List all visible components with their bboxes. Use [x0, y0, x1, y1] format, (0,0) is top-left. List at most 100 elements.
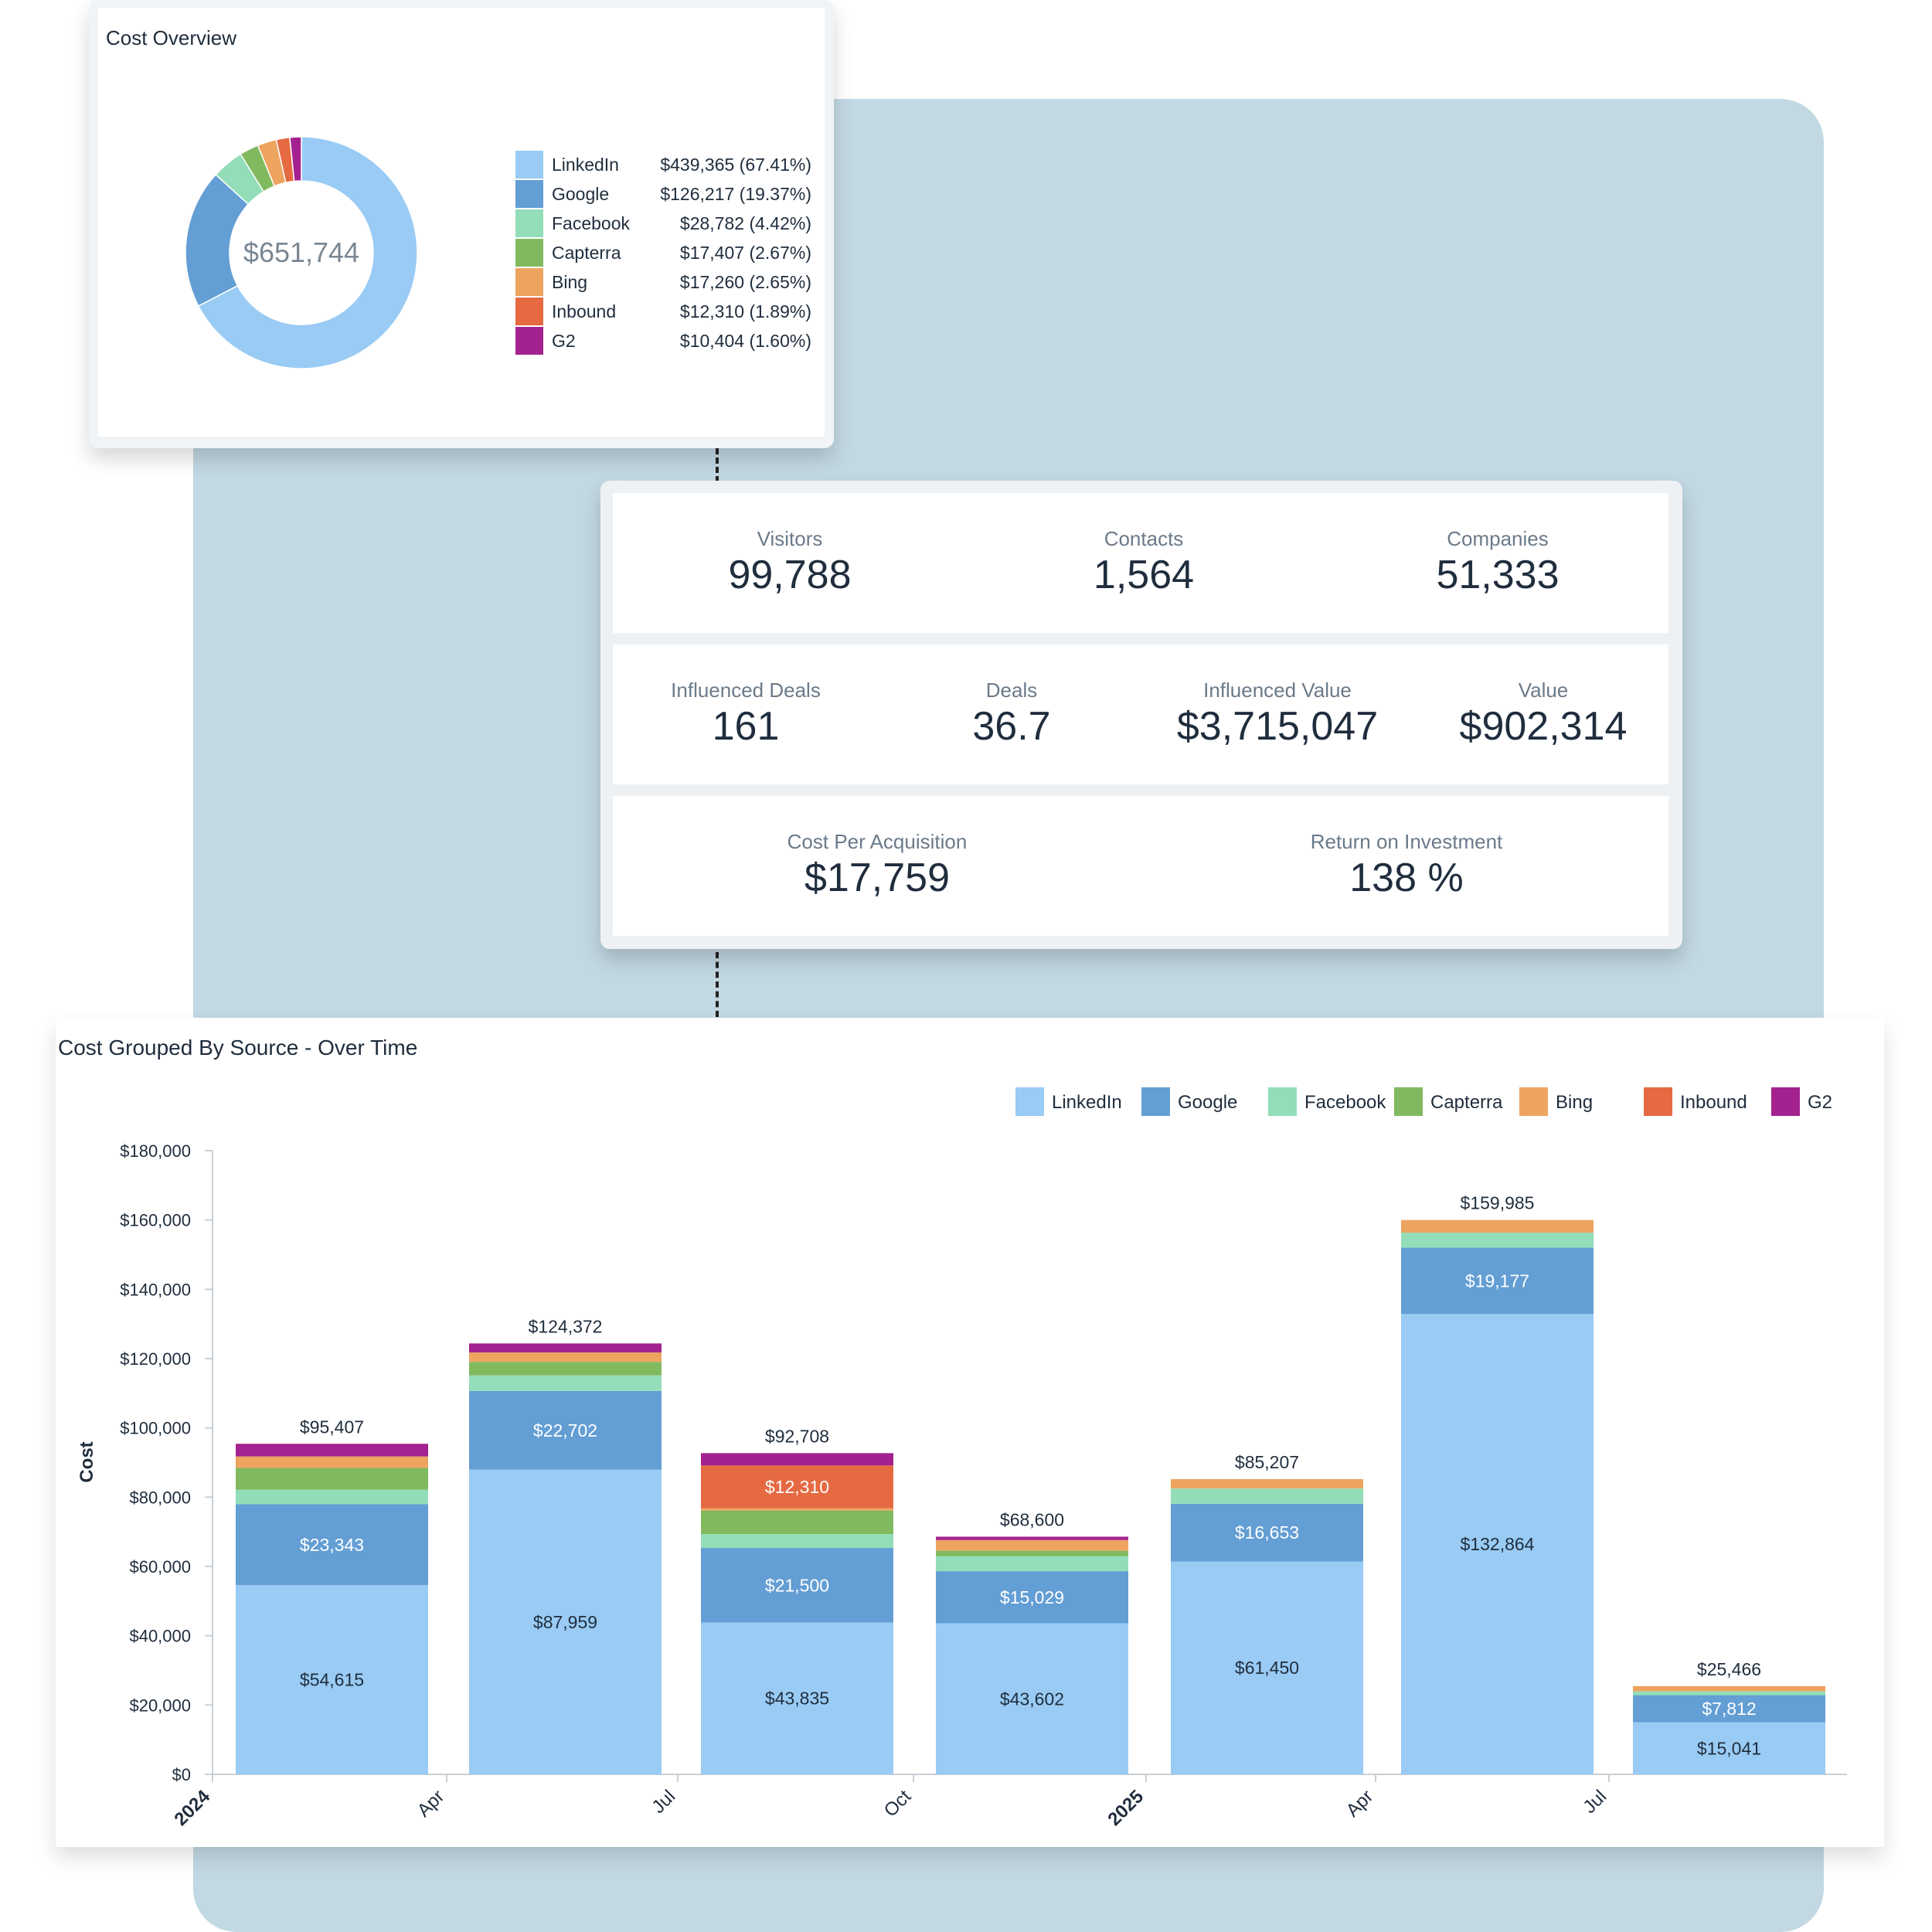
chart-legend-item-google[interactable]: Google: [1141, 1087, 1237, 1116]
bar-segment-label: $21,500: [765, 1575, 829, 1595]
legend-swatch: [515, 209, 543, 237]
y-tick-label: $40,000: [129, 1627, 191, 1646]
donut-slice-linkedin[interactable]: [197, 136, 418, 369]
cost-overview-title: Cost Overview: [106, 26, 237, 49]
bar-segment-g2[interactable]: [236, 1444, 428, 1457]
bar-segment-label: $15,029: [1000, 1587, 1064, 1607]
y-tick-label: $120,000: [120, 1349, 191, 1369]
cost-donut-chart[interactable]: [178, 129, 433, 384]
bar-segment-bing[interactable]: [1401, 1219, 1594, 1233]
bar-segment-facebook[interactable]: [1171, 1488, 1363, 1504]
legend-item-google[interactable]: Google $126,217 (19.37%): [515, 179, 811, 209]
bar-segment-capterra[interactable]: [236, 1468, 428, 1490]
bar-segment-bing[interactable]: [236, 1456, 428, 1468]
bar-segment-bing[interactable]: [469, 1352, 662, 1362]
bar-segment-facebook[interactable]: [1401, 1233, 1594, 1248]
legend-item-inbound[interactable]: Inbound $12,310 (1.89%): [515, 297, 811, 326]
legend-item-facebook[interactable]: Facebook $28,782 (4.42%): [515, 209, 811, 238]
bar-segment-g2[interactable]: [936, 1536, 1128, 1540]
bar-segment-inbound[interactable]: [701, 1465, 893, 1509]
kpi-row-deals: Influenced Deals 161 Deals 36.7 Influenc…: [613, 645, 1668, 784]
bar-segment-google[interactable]: [936, 1571, 1128, 1624]
bar-segment-label: $16,653: [1235, 1522, 1299, 1543]
bar-segment-capterra[interactable]: [936, 1550, 1128, 1556]
bar-segment-google[interactable]: [701, 1548, 893, 1623]
donut-slice-g2[interactable]: [289, 136, 302, 182]
bar-segment-facebook[interactable]: [469, 1375, 662, 1391]
bar-segment-linkedin[interactable]: [469, 1469, 662, 1774]
chart-legend-item-bing[interactable]: Bing: [1519, 1087, 1593, 1116]
kpi-value: $902,314: [1459, 704, 1628, 749]
chart-legend-item-capterra[interactable]: Capterra: [1394, 1087, 1503, 1116]
chart-legend-item-g2[interactable]: G2: [1771, 1087, 1832, 1116]
bar-segment-linkedin[interactable]: [1633, 1722, 1825, 1774]
bar-segment-facebook[interactable]: [236, 1489, 428, 1505]
legend-value: $12,310 (1.89%): [679, 301, 811, 321]
kpi-value: 1,564: [1093, 553, 1195, 597]
kpi-value: $3,715,047: [1176, 704, 1379, 749]
bar-segment-google[interactable]: [1401, 1247, 1594, 1315]
bar-segment-google[interactable]: [1171, 1503, 1363, 1562]
kpi-label: Value: [1518, 679, 1569, 702]
bar-segment-label: $132,864: [1461, 1534, 1535, 1554]
bar-segment-facebook[interactable]: [1633, 1691, 1825, 1696]
bar-segment-google[interactable]: [236, 1504, 428, 1586]
kpi-value: 99,788: [728, 553, 852, 597]
bar-segment-bing[interactable]: [1633, 1685, 1825, 1692]
chart-legend-item-facebook[interactable]: Facebook: [1268, 1087, 1386, 1116]
legend-swatch: [515, 151, 543, 179]
bar-segment-bing[interactable]: [701, 1508, 893, 1511]
y-tick-label: $180,000: [120, 1141, 191, 1161]
bar-segment-bing[interactable]: [936, 1539, 1128, 1551]
legend-name: Capterra: [552, 242, 621, 263]
bar-segment-capterra[interactable]: [701, 1510, 893, 1535]
chart-legend-item-linkedin[interactable]: LinkedIn: [1015, 1087, 1122, 1116]
bar-segment-linkedin[interactable]: [1401, 1314, 1594, 1774]
legend-value: $17,260 (2.65%): [679, 271, 811, 292]
legend-label: Inbound: [1680, 1092, 1747, 1113]
bar-total-label: $68,600: [1000, 1509, 1064, 1529]
legend-label: G2: [1808, 1092, 1832, 1113]
kpi-value: 138 %: [1349, 855, 1464, 900]
legend-value: $439,365 (67.41%): [660, 154, 811, 175]
bar-segment-label: $19,177: [1465, 1270, 1529, 1291]
legend-name: Facebook: [552, 213, 631, 233]
bar-segment-linkedin[interactable]: [701, 1622, 893, 1774]
kpi-label: Influenced Deals: [671, 679, 821, 702]
y-tick-label: $160,000: [120, 1211, 191, 1230]
bar-segment-bing[interactable]: [1171, 1478, 1363, 1489]
kpi-cost-per-acquisition: Cost Per Acquisition $17,759: [613, 796, 1141, 936]
kpi-value: 161: [712, 704, 780, 749]
bar-segment-linkedin[interactable]: [936, 1623, 1128, 1774]
bar-segment-google[interactable]: [1633, 1695, 1825, 1723]
chart-legend-item-inbound[interactable]: Inbound: [1644, 1087, 1747, 1116]
kpi-value-total: Value $902,314: [1410, 645, 1676, 784]
legend-item-g2[interactable]: G2 $10,404 (1.60%): [515, 326, 811, 355]
bar-segment-g2[interactable]: [701, 1453, 893, 1466]
chart-title: Cost Grouped By Source - Over Time: [58, 1036, 417, 1060]
bar-segment-facebook[interactable]: [701, 1534, 893, 1549]
bar-segment-facebook[interactable]: [936, 1556, 1128, 1572]
bar-segment-capterra[interactable]: [469, 1362, 662, 1376]
bar-segment-label: $15,041: [1697, 1738, 1761, 1758]
bar-segment-linkedin[interactable]: [1171, 1561, 1363, 1774]
legend-value: $28,782 (4.42%): [679, 213, 811, 233]
kpi-return-on-investment: Return on Investment 138 %: [1141, 796, 1672, 936]
bar-segment-label: $23,343: [300, 1535, 364, 1555]
y-tick-label: $0: [172, 1765, 191, 1784]
legend-item-capterra[interactable]: Capterra $17,407 (2.67%): [515, 238, 811, 267]
bar-segment-g2[interactable]: [469, 1343, 662, 1353]
legend-name: Google: [552, 183, 610, 204]
legend-swatch: [1015, 1087, 1044, 1116]
x-tick-label: Apr: [413, 1786, 449, 1821]
legend-value: $126,217 (19.37%): [660, 183, 811, 204]
legend-item-bing[interactable]: Bing $17,260 (2.65%): [515, 267, 811, 297]
legend-value: $17,407 (2.67%): [679, 242, 811, 263]
kpi-influenced-deals: Influenced Deals 161: [613, 645, 879, 784]
legend-label: LinkedIn: [1052, 1092, 1122, 1113]
legend-swatch: [515, 327, 543, 355]
bar-segment-google[interactable]: [469, 1390, 662, 1470]
bar-segment-linkedin[interactable]: [236, 1585, 428, 1774]
legend-item-linkedin[interactable]: LinkedIn $439,365 (67.41%): [515, 150, 811, 179]
legend-swatch: [1771, 1087, 1800, 1116]
